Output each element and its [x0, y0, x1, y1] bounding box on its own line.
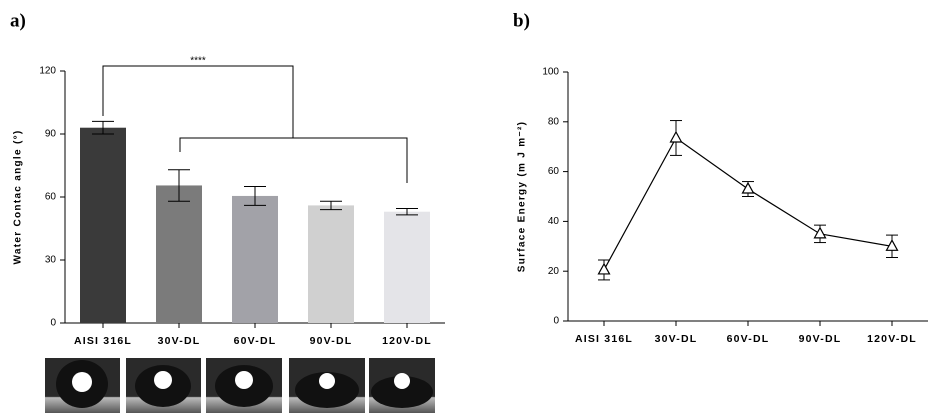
x-tick-label: 90V-DL	[310, 335, 353, 347]
panel-label: b)	[513, 10, 530, 31]
bar	[232, 195, 278, 323]
y-tick-label: 0	[553, 316, 559, 327]
y-tick-label: 60	[548, 166, 560, 177]
y-tick-label: 60	[45, 192, 57, 203]
bar	[384, 211, 430, 323]
marker	[597, 262, 611, 275]
droplet	[45, 358, 120, 413]
x-tick-label: 120V-DL	[382, 335, 432, 347]
bar	[308, 205, 354, 323]
y-tick-label: 120	[39, 66, 56, 77]
marker	[741, 181, 755, 194]
x-tick-label: 90V-DL	[799, 333, 842, 345]
droplet-images	[45, 358, 435, 413]
droplet	[369, 358, 435, 413]
droplet	[126, 358, 201, 413]
x-tick-label: 60V-DL	[234, 335, 277, 347]
droplet	[289, 358, 365, 413]
significance-label: ****	[190, 56, 206, 67]
marker	[669, 130, 683, 143]
y-tick-label: 20	[548, 266, 560, 277]
significance-bracket	[102, 65, 408, 183]
y-axis-label: Water Contac angle (°)	[13, 129, 24, 264]
y-tick-label: 30	[45, 255, 57, 266]
y-tick-label: 90	[45, 129, 57, 140]
y-tick-label: 80	[548, 116, 560, 127]
x-tick-label: 30V-DL	[655, 333, 698, 345]
bar	[156, 185, 202, 323]
panel-label: a)	[10, 10, 26, 31]
droplet	[206, 358, 282, 413]
x-tick-label: 30V-DL	[158, 335, 201, 347]
x-tick-label: 60V-DL	[727, 333, 770, 345]
line	[603, 137, 893, 271]
y-tick-label: 0	[50, 318, 56, 329]
x-tick-label: AISI 316L	[575, 333, 633, 345]
marker	[885, 239, 899, 251]
bar	[80, 127, 126, 323]
x-tick-label: AISI 316L	[74, 335, 132, 347]
y-tick-label: 100	[542, 67, 559, 78]
x-tick-label: 120V-DL	[867, 333, 917, 345]
y-axis-label: Surface Energy (m J m⁻²)	[517, 121, 528, 273]
marker	[813, 226, 827, 239]
y-tick-label: 40	[548, 216, 560, 227]
